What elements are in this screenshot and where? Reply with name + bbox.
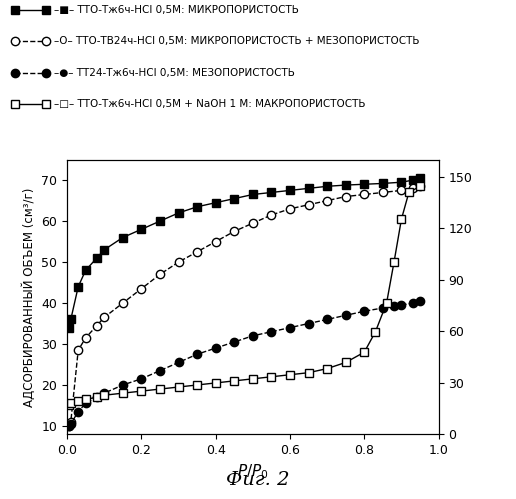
Y-axis label: АДСОРБИРОВАННЫЙ ОБЪЕМ (см³/г): АДСОРБИРОВАННЫЙ ОБЪЕМ (см³/г)	[22, 187, 36, 407]
Text: –■– ТТО-Тж6ч-HCl 0,5М: МИКРОПОРИСТОСТЬ: –■– ТТО-Тж6ч-HCl 0,5М: МИКРОПОРИСТОСТЬ	[54, 5, 299, 15]
X-axis label: $P/P_0$: $P/P_0$	[237, 463, 269, 481]
Text: –□– ТТО-Тж6ч-HCl 0,5М + NaOH 1 М: МАКРОПОРИСТОСТЬ: –□– ТТО-Тж6ч-HCl 0,5М + NaOH 1 М: МАКРОП…	[54, 99, 366, 109]
Text: Фиг. 2: Фиг. 2	[226, 471, 290, 489]
Text: –O– ТТО-ТВ24ч-HCl 0,5М: МИКРОПОРИСТОСТЬ + МЕЗОПОРИСТОСТЬ: –O– ТТО-ТВ24ч-HCl 0,5М: МИКРОПОРИСТОСТЬ …	[54, 36, 420, 46]
Text: –●– ТТ24-Тж6ч-HCl 0,5М: МЕЗОПОРИСТОСТЬ: –●– ТТ24-Тж6ч-HCl 0,5М: МЕЗОПОРИСТОСТЬ	[54, 68, 295, 78]
